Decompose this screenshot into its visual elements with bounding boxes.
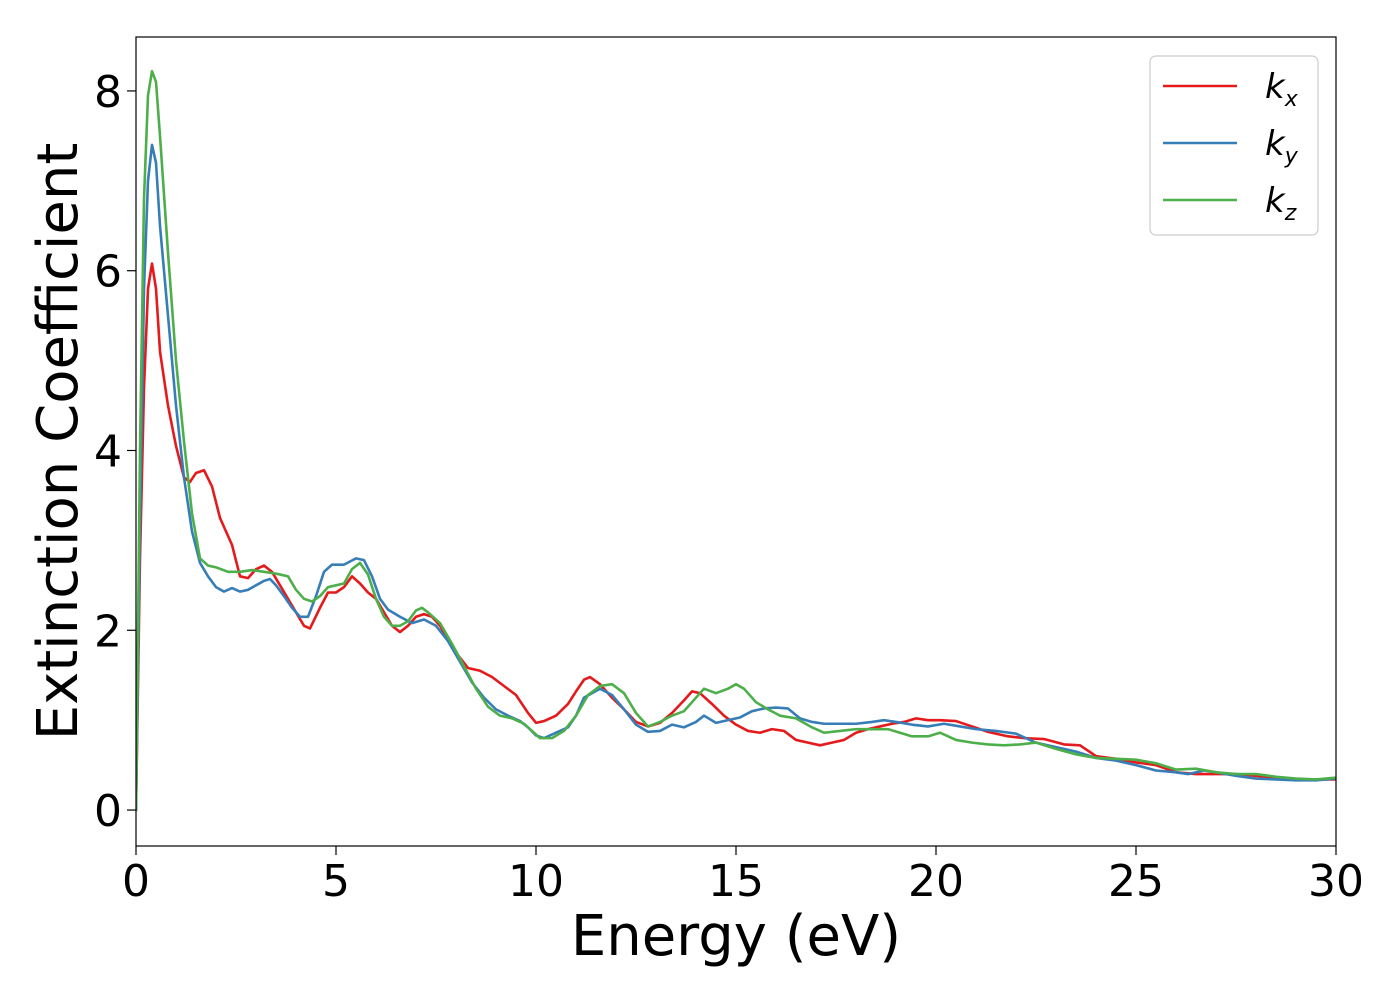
x-tick-label: 10 bbox=[508, 856, 564, 907]
y-tick-label: 2 bbox=[94, 606, 122, 657]
x-tick-label: 20 bbox=[908, 856, 964, 907]
legend: kx ky kz bbox=[1149, 55, 1319, 236]
x-axis-title: Energy (eV) bbox=[571, 904, 901, 969]
series-line-kz bbox=[136, 69, 1336, 812]
x-tick-label: 5 bbox=[322, 856, 350, 907]
legend-label-ky: ky bbox=[1265, 124, 1299, 169]
x-tick-label: 15 bbox=[708, 856, 764, 907]
legend-label-kx: kx bbox=[1265, 67, 1299, 112]
x-axis-ticks: 0 5 10 15 20 25 30 bbox=[122, 846, 1364, 907]
legend-box bbox=[1149, 55, 1319, 236]
series-layer bbox=[136, 69, 1336, 812]
x-tick-label: 30 bbox=[1308, 856, 1364, 907]
x-tick-label: 0 bbox=[122, 856, 150, 907]
y-axis-ticks: 0 2 4 6 8 bbox=[94, 67, 136, 837]
y-axis-title: Extinction Coefficient bbox=[26, 143, 91, 741]
y-tick-label: 4 bbox=[94, 426, 122, 477]
y-tick-label: 0 bbox=[94, 786, 122, 837]
x-tick-label: 25 bbox=[1108, 856, 1164, 907]
y-tick-label: 6 bbox=[94, 247, 122, 298]
y-tick-label: 8 bbox=[94, 67, 122, 118]
legend-label-kz: kz bbox=[1265, 181, 1297, 226]
